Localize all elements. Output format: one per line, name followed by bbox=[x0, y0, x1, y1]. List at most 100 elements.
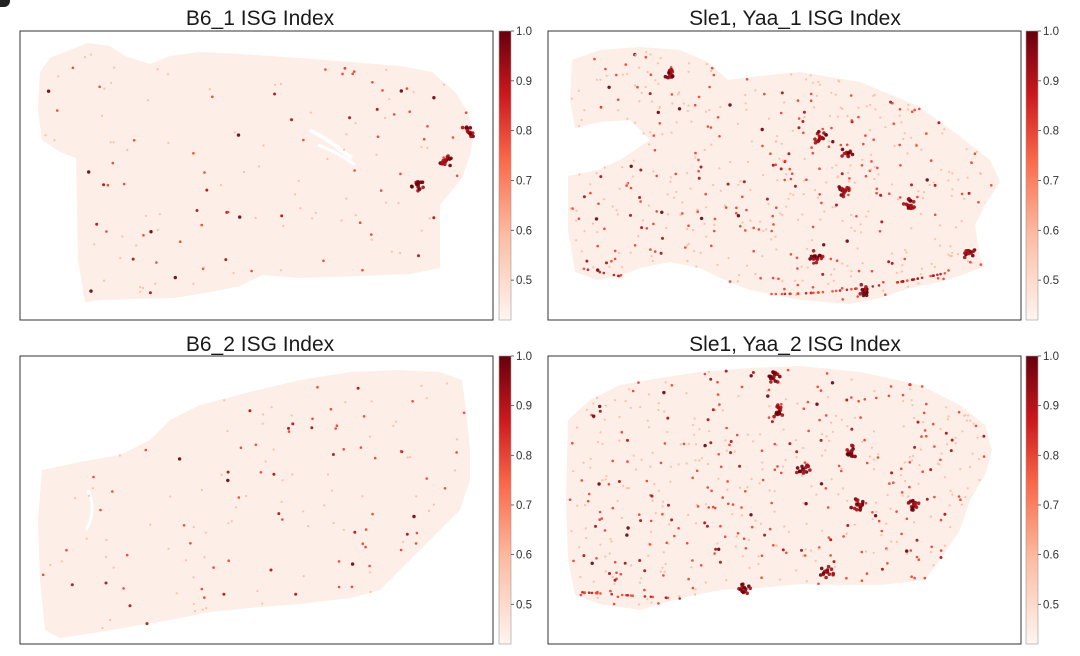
expression-spot bbox=[816, 291, 820, 294]
expression-spot bbox=[605, 261, 608, 265]
expression-spot bbox=[865, 461, 869, 465]
expression-spot bbox=[154, 282, 157, 285]
expression-spot bbox=[861, 293, 866, 298]
expression-spot bbox=[166, 73, 170, 76]
expression-spot bbox=[370, 238, 373, 241]
expression-spot bbox=[831, 140, 835, 144]
expression-spot bbox=[87, 170, 91, 174]
expression-spot bbox=[281, 479, 284, 482]
expression-spot bbox=[900, 121, 903, 124]
expression-spot bbox=[841, 107, 844, 110]
expression-spot bbox=[625, 182, 628, 185]
expression-spot bbox=[576, 504, 579, 507]
expression-spot bbox=[427, 509, 431, 512]
expression-spot bbox=[631, 389, 635, 393]
expression-spot bbox=[686, 259, 689, 262]
expression-spot bbox=[342, 448, 346, 451]
colorbar-tick-label: 0.6 bbox=[1043, 550, 1059, 562]
expression-spot bbox=[111, 490, 114, 493]
expression-spot bbox=[916, 501, 921, 506]
expression-spot bbox=[745, 591, 749, 595]
expression-spot bbox=[272, 448, 275, 451]
expression-spot bbox=[845, 448, 849, 452]
expression-spot bbox=[861, 440, 864, 443]
expression-spot bbox=[345, 133, 348, 136]
expression-spot bbox=[892, 481, 895, 485]
expression-spot bbox=[877, 284, 881, 287]
expression-spot bbox=[802, 193, 805, 196]
panel-title: B6_2 ISG Index bbox=[186, 333, 335, 356]
expression-spot bbox=[636, 85, 639, 89]
expression-spot bbox=[847, 171, 850, 174]
expression-spot bbox=[750, 140, 754, 143]
expression-spot bbox=[769, 152, 772, 155]
expression-spot bbox=[709, 126, 713, 129]
expression-spot bbox=[870, 269, 874, 273]
expression-spot bbox=[837, 464, 841, 468]
expression-spot bbox=[405, 87, 409, 90]
expression-spot bbox=[957, 178, 960, 181]
expression-spot bbox=[603, 166, 606, 169]
expression-spot bbox=[886, 493, 889, 497]
expression-spot bbox=[840, 147, 845, 152]
expression-spot bbox=[659, 251, 663, 255]
expression-spot bbox=[337, 560, 341, 563]
expression-spot bbox=[916, 420, 920, 424]
expression-spot bbox=[910, 459, 914, 462]
expression-spot bbox=[578, 173, 581, 176]
expression-spot bbox=[772, 418, 776, 421]
expression-spot bbox=[587, 492, 591, 496]
expression-spot bbox=[644, 85, 647, 89]
expression-spot bbox=[432, 503, 435, 506]
expression-spot bbox=[659, 57, 662, 60]
expression-spot bbox=[678, 597, 681, 600]
expression-spot bbox=[724, 206, 728, 209]
expression-spot bbox=[620, 430, 624, 434]
expression-spot bbox=[704, 192, 707, 196]
expression-spot bbox=[625, 487, 629, 490]
expression-spot bbox=[724, 439, 727, 442]
expression-spot bbox=[874, 501, 878, 504]
expression-spot bbox=[585, 537, 588, 540]
expression-spot bbox=[795, 456, 798, 459]
colorbar-tick-label: 0.9 bbox=[516, 401, 532, 413]
expression-spot bbox=[744, 93, 747, 97]
expression-spot bbox=[729, 451, 733, 455]
expression-spot bbox=[846, 151, 851, 155]
expression-spot bbox=[966, 250, 971, 254]
expression-spot bbox=[724, 369, 728, 373]
expression-spot bbox=[812, 254, 817, 258]
expression-spot bbox=[828, 140, 831, 143]
expression-spot bbox=[782, 159, 785, 162]
expression-spot bbox=[859, 223, 862, 226]
expression-spot bbox=[691, 586, 695, 590]
expression-spot bbox=[949, 449, 953, 453]
expression-spot bbox=[840, 154, 844, 158]
expression-spot bbox=[432, 96, 436, 100]
expression-spot bbox=[716, 542, 719, 545]
expression-spot bbox=[226, 470, 230, 474]
expression-spot bbox=[900, 270, 903, 273]
expression-spot bbox=[845, 143, 849, 147]
expression-spot bbox=[340, 219, 343, 222]
expression-spot bbox=[794, 293, 798, 296]
expression-spot bbox=[584, 527, 587, 530]
expression-spot bbox=[649, 131, 652, 134]
expression-spot bbox=[613, 399, 617, 402]
expression-spot bbox=[122, 587, 125, 590]
expression-spot bbox=[369, 590, 372, 594]
expression-spot bbox=[949, 489, 952, 492]
expression-spot bbox=[148, 291, 152, 295]
expression-spot bbox=[835, 203, 838, 207]
expression-spot bbox=[796, 292, 800, 295]
expression-spot bbox=[771, 163, 775, 167]
expression-spot bbox=[810, 485, 813, 488]
expression-spot bbox=[841, 262, 844, 265]
expression-spot bbox=[913, 521, 916, 524]
expression-spot bbox=[889, 507, 892, 510]
expression-spot bbox=[245, 494, 248, 498]
expression-spot bbox=[794, 439, 798, 442]
expression-spot bbox=[710, 143, 713, 146]
expression-spot bbox=[760, 127, 764, 132]
expression-spot bbox=[616, 274, 620, 278]
